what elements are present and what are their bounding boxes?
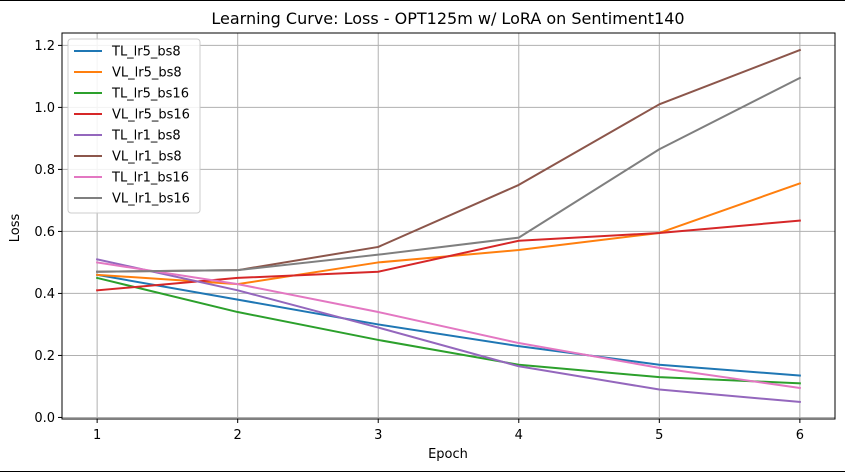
y-tick-label: 0.6 <box>34 225 55 240</box>
axis-ticks: 1 2 3 4 5 6 0.0 0.2 0.4 0.6 0.8 1.0 1.2 <box>34 39 804 443</box>
legend-label: TL_lr1_bs16 <box>111 171 189 186</box>
x-tick-label: 3 <box>374 428 382 443</box>
y-tick-label: 0.0 <box>34 411 55 426</box>
series-line-tl-lr1-bs8 <box>95 258 801 404</box>
y-axis-label: Loss <box>8 214 23 243</box>
legend-label: TL_lr1_bs8 <box>111 129 181 144</box>
series-line-tl-lr1-bs16 <box>95 261 801 390</box>
y-tick-label: 0.2 <box>34 349 55 364</box>
x-tick-label: 1 <box>93 428 101 443</box>
x-tick-label: 2 <box>234 428 242 443</box>
x-tick-label: 4 <box>515 428 523 443</box>
y-tick-label: 1.0 <box>34 101 55 116</box>
plot-frame <box>61 32 836 420</box>
legend-label: TL_lr5_bs8 <box>111 45 181 60</box>
legend-label: VL_lr5_bs8 <box>112 66 182 81</box>
legend-label: TL_lr5_bs16 <box>111 87 189 102</box>
y-tick-label: 0.8 <box>34 163 55 178</box>
x-tick-label: 6 <box>796 428 804 443</box>
legend-label: VL_lr5_bs16 <box>112 108 190 123</box>
legend-box <box>67 38 201 214</box>
x-tick-label: 5 <box>655 428 663 443</box>
legend-label: VL_lr1_bs8 <box>112 150 182 165</box>
y-tick-label: 1.2 <box>34 39 55 54</box>
series-line-tl-lr5-bs16 <box>95 276 801 385</box>
y-tick-label: 0.4 <box>34 287 55 302</box>
legend-label: VL_lr1_bs16 <box>112 192 190 207</box>
series-line-vl-lr1-bs16 <box>96 76 802 273</box>
chart-title: Learning Curve: Loss - OPT125m w/ LoRA o… <box>211 9 684 28</box>
x-axis-label: Epoch <box>428 447 468 462</box>
series-line-tl-lr5-bs8 <box>95 273 801 377</box>
legend: TL_lr5_bs8 VL_lr5_bs8 TL_lr5_bs16 VL_lr5_bs… <box>67 38 201 214</box>
series-lines <box>95 48 802 404</box>
